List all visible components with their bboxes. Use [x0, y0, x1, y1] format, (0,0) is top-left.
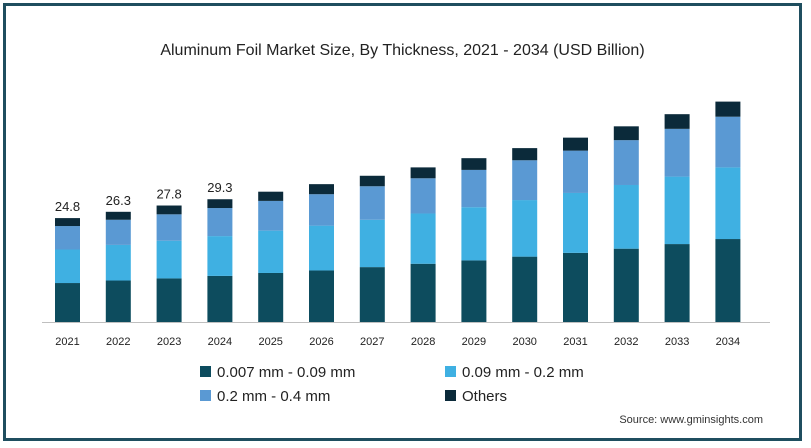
bar-segment-2028-series-0 [410, 263, 436, 322]
x-tick-label: 2032 [614, 336, 638, 348]
x-tick-label: 2030 [512, 336, 536, 348]
bar-segment-2031-series-3 [563, 137, 588, 151]
legend-label-1: 0.09 mm - 0.2 mm [462, 364, 584, 381]
bar-segment-2034-series-1 [715, 167, 741, 240]
bar-segment-2028-series-1 [410, 213, 436, 264]
bar-segment-2022-series-0 [105, 280, 131, 322]
bar-segment-2024-series-1 [207, 236, 233, 276]
source-note: Source: www.gminsights.com [619, 414, 763, 426]
bar-segment-2030-series-0 [512, 256, 538, 322]
legend-swatch-1 [445, 366, 456, 377]
bar-segment-2029-series-0 [461, 260, 487, 322]
bar-segment-2023-series-3 [156, 205, 182, 215]
bar-segment-2023-series-1 [156, 240, 182, 279]
bar-segment-2022-series-2 [105, 219, 131, 245]
x-tick-label: 2033 [665, 336, 689, 348]
bar-segment-2021-series-0 [55, 283, 80, 322]
x-tick-label: 2024 [208, 336, 232, 348]
bar-segment-2026-series-0 [309, 270, 334, 322]
bar-segment-2026-series-1 [309, 225, 334, 271]
bar-segment-2026-series-2 [309, 194, 334, 226]
bar-segment-2030-series-2 [512, 160, 538, 201]
legend-label-0: 0.007 mm - 0.09 mm [217, 364, 355, 381]
bar-segment-2028-series-2 [410, 178, 436, 214]
bar-segment-2033-series-2 [664, 128, 690, 177]
bar-segment-2030-series-1 [512, 200, 538, 257]
x-tick-label: 2022 [106, 336, 130, 348]
bar-segment-2031-series-2 [563, 150, 588, 193]
legend-label-2: 0.2 mm - 0.4 mm [217, 388, 330, 405]
x-tick-label: 2023 [157, 336, 181, 348]
bar-segment-2026-series-3 [309, 184, 334, 195]
bar-segment-2025-series-3 [258, 191, 284, 201]
chart-title: Aluminum Foil Market Size, By Thickness,… [160, 42, 645, 59]
legend-swatch-0 [200, 366, 211, 377]
bar-segment-2031-series-1 [563, 192, 588, 253]
bar-segment-2027-series-3 [359, 175, 385, 187]
bar-segment-2029-series-1 [461, 207, 487, 261]
bar-segment-2027-series-1 [359, 219, 385, 268]
bar-segment-2021-series-2 [55, 226, 80, 250]
bar-segment-2029-series-2 [461, 169, 487, 208]
bar-segment-2023-series-0 [156, 278, 182, 322]
bar-segment-2029-series-3 [461, 158, 487, 170]
bar-segment-2021-series-3 [55, 218, 80, 227]
bar-segment-2032-series-1 [613, 184, 639, 249]
bar-segment-2032-series-0 [613, 248, 639, 322]
bar-total-label: 27.8 [156, 187, 181, 202]
legend-label-3: Others [462, 388, 507, 405]
bar-segment-2025-series-1 [258, 230, 284, 273]
x-tick-label: 2026 [309, 336, 333, 348]
bar-segment-2027-series-0 [359, 267, 385, 322]
bar-segment-2024-series-0 [207, 275, 233, 322]
legend-swatch-3 [445, 390, 456, 401]
bar-segment-2022-series-3 [105, 211, 131, 220]
bar-segment-2034-series-3 [715, 101, 741, 117]
bar-segment-2033-series-0 [664, 244, 690, 322]
x-tick-label: 2028 [411, 336, 435, 348]
bar-segment-2033-series-3 [664, 114, 690, 129]
x-tick-label: 2025 [258, 336, 282, 348]
bar-segment-2028-series-3 [410, 167, 436, 179]
x-tick-label: 2021 [55, 336, 79, 348]
bar-segment-2033-series-1 [664, 176, 690, 245]
bar-segment-2030-series-3 [512, 148, 538, 161]
bar-segment-2032-series-2 [613, 140, 639, 185]
bar-segment-2034-series-2 [715, 116, 741, 168]
bar-segment-2021-series-1 [55, 249, 80, 284]
bar-segment-2031-series-0 [563, 252, 588, 322]
x-tick-label: 2034 [716, 336, 740, 348]
bar-segment-2027-series-2 [359, 186, 385, 220]
bar-total-label: 29.3 [207, 180, 232, 195]
bar-segment-2023-series-2 [156, 214, 182, 241]
bar-segment-2022-series-1 [105, 244, 131, 281]
legend-swatch-2 [200, 390, 211, 401]
x-tick-label: 2031 [563, 336, 587, 348]
x-tick-label: 2029 [462, 336, 486, 348]
bar-segment-2024-series-3 [207, 199, 233, 209]
x-tick-label: 2027 [360, 336, 384, 348]
bar-segment-2032-series-3 [613, 126, 639, 141]
bar-segment-2024-series-2 [207, 208, 233, 237]
bar-total-label: 24.8 [55, 199, 80, 214]
bar-total-label: 26.3 [106, 193, 131, 208]
bar-segment-2025-series-2 [258, 200, 284, 231]
bar-segment-2025-series-0 [258, 272, 284, 322]
bar-segment-2034-series-0 [715, 239, 741, 322]
